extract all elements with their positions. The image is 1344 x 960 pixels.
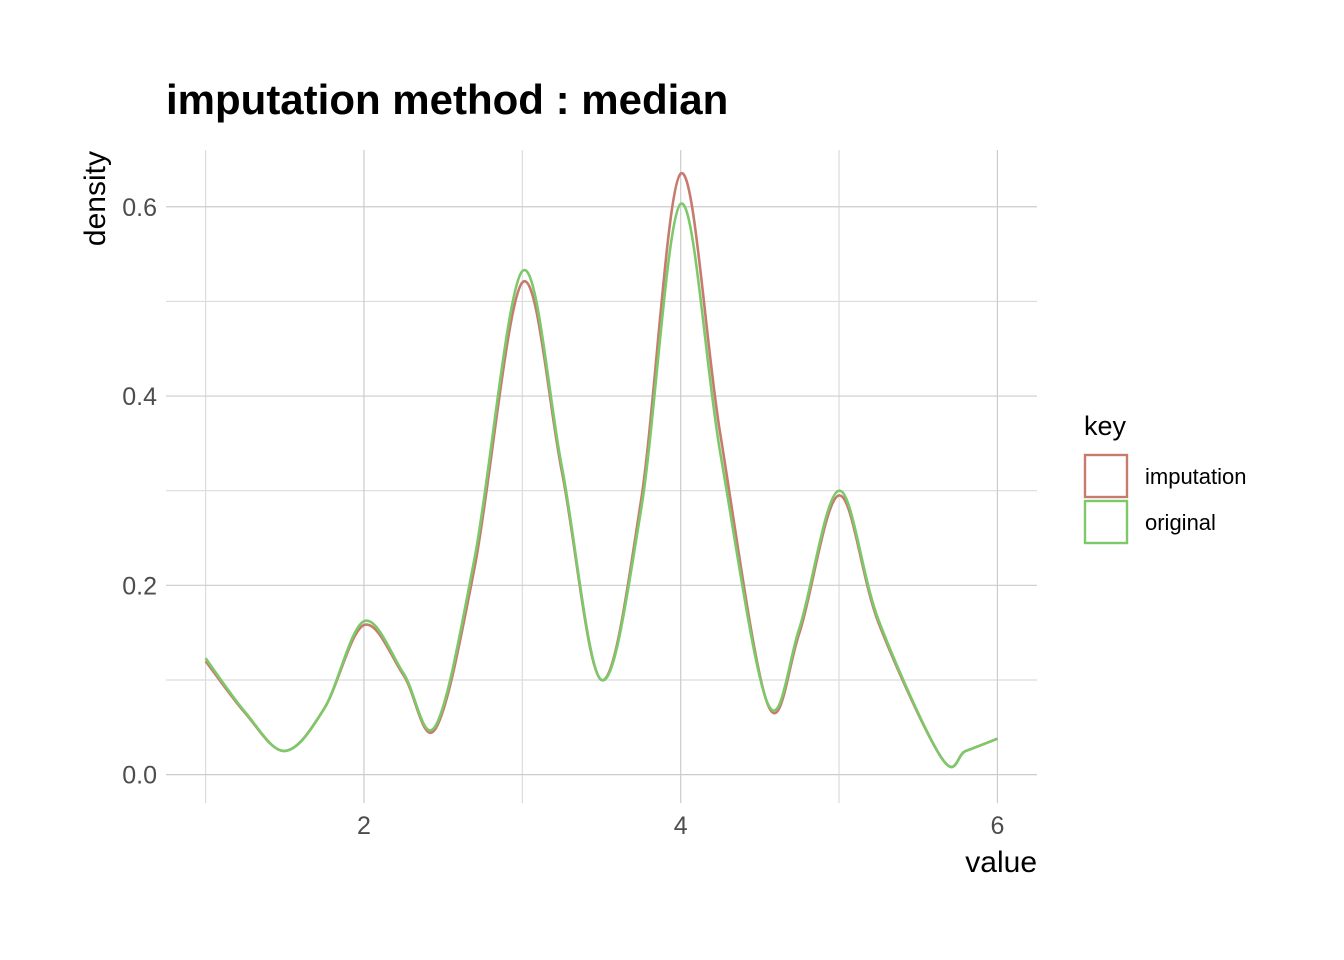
legend-items: imputation original xyxy=(1083,453,1247,545)
x-axis-title: value xyxy=(965,846,1037,879)
legend: key imputation original xyxy=(1083,411,1247,545)
series-line-original xyxy=(204,202,998,769)
series-lines xyxy=(204,172,998,769)
legend-title: key xyxy=(1084,411,1127,441)
y-tick-label: 0.0 xyxy=(122,762,157,790)
legend-label-original: original xyxy=(1145,510,1216,535)
series-line-imputation xyxy=(204,172,998,769)
grid xyxy=(166,150,1037,803)
x-tick-label: 4 xyxy=(674,812,688,840)
y-tick-label: 0.2 xyxy=(122,572,157,600)
legend-key-original xyxy=(1083,499,1129,545)
chart-title: imputation method : median xyxy=(166,76,728,123)
y-tick-label: 0.4 xyxy=(122,383,157,411)
legend-label-imputation: imputation xyxy=(1145,464,1247,489)
x-tick-label: 2 xyxy=(357,812,371,840)
y-axis-title: density xyxy=(79,151,112,246)
tick-labels: 2 4 6 0.0 0.2 0.4 0.6 xyxy=(122,194,1004,840)
legend-key-imputation xyxy=(1083,453,1129,499)
x-tick-label: 6 xyxy=(990,812,1004,840)
y-tick-label: 0.6 xyxy=(122,194,157,222)
